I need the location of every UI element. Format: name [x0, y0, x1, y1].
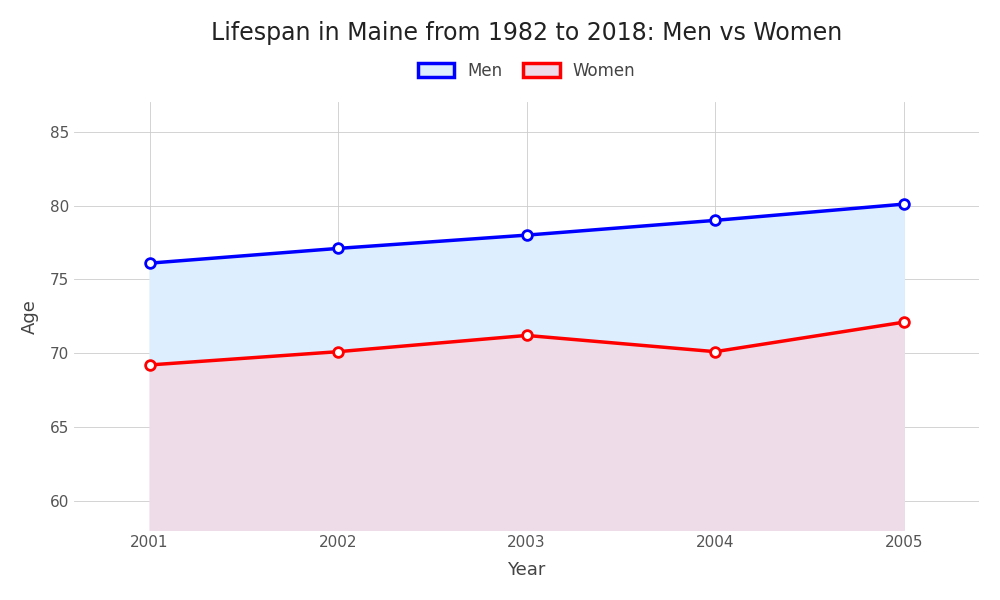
Legend: Men, Women: Men, Women — [411, 55, 642, 86]
Men — [898, 200, 910, 208]
Men — [709, 217, 721, 224]
Women — [709, 348, 721, 355]
Men — [332, 245, 344, 252]
Y-axis label: Age: Age — [21, 299, 39, 334]
Men — [521, 232, 533, 239]
Men — [144, 260, 156, 267]
Women — [332, 348, 344, 355]
X-axis label: Year: Year — [507, 561, 546, 579]
Line: Women: Women — [145, 317, 909, 370]
Line: Men: Men — [145, 199, 909, 268]
Women — [144, 361, 156, 368]
Title: Lifespan in Maine from 1982 to 2018: Men vs Women: Lifespan in Maine from 1982 to 2018: Men… — [211, 21, 842, 45]
Women — [898, 319, 910, 326]
Women — [521, 332, 533, 339]
